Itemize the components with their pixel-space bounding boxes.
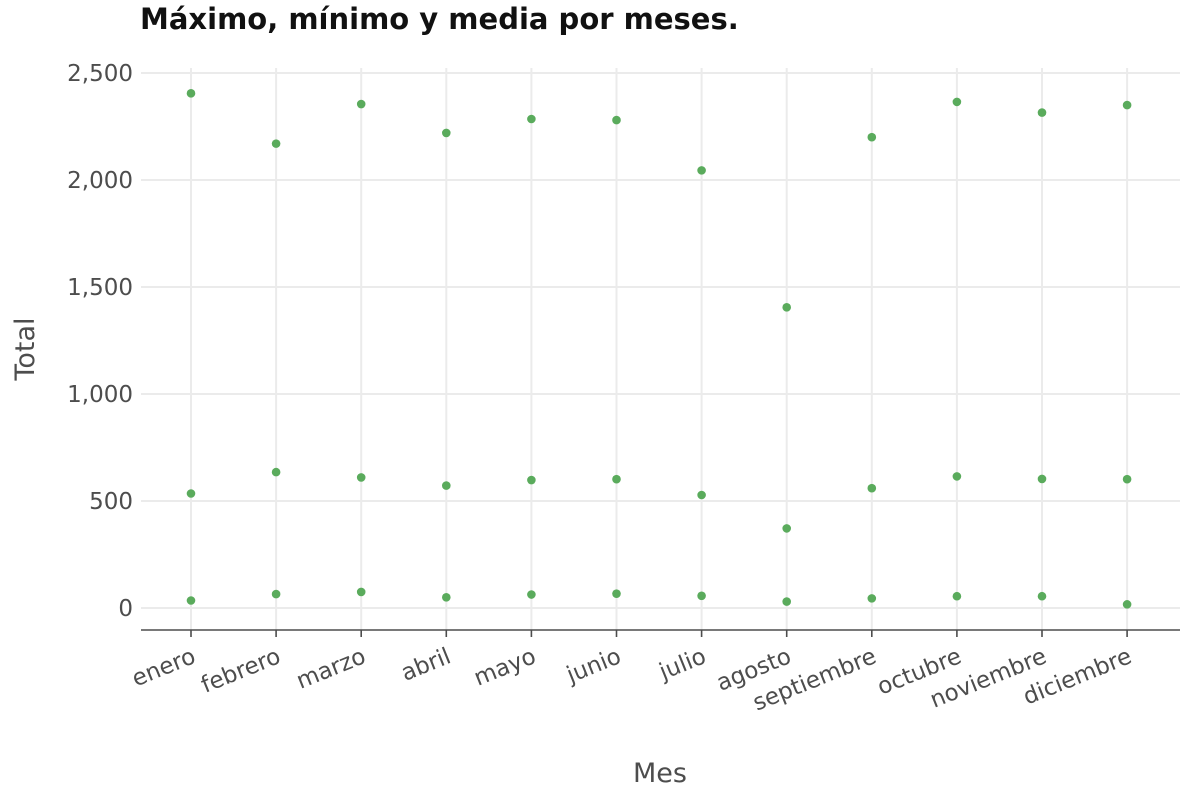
data-point — [782, 524, 791, 533]
x-tick-label: julio — [655, 643, 710, 685]
data-point — [1037, 474, 1047, 484]
data-point — [867, 483, 877, 493]
data-point — [782, 303, 791, 312]
x-tick-label: febrero — [198, 643, 285, 698]
data-point — [1122, 600, 1132, 609]
data-point — [356, 99, 366, 109]
data-points — [186, 89, 1132, 609]
grid-lines — [141, 68, 1180, 630]
data-point — [952, 97, 962, 107]
data-point — [1037, 591, 1047, 601]
data-point — [952, 591, 962, 601]
data-point — [527, 475, 536, 485]
data-point — [356, 587, 366, 597]
data-point — [356, 473, 366, 482]
data-point — [867, 132, 877, 142]
data-point — [697, 166, 706, 175]
data-point — [186, 596, 196, 605]
data-point — [697, 591, 706, 601]
y-tick-label: 1,500 — [67, 275, 133, 301]
y-tick-label: 2,000 — [67, 168, 133, 194]
y-tick-label: 2,500 — [67, 61, 133, 87]
x-tick-label: enero — [128, 643, 199, 692]
chart-title: Máximo, mínimo y media por meses. — [140, 2, 739, 36]
x-tick-label: abril — [398, 643, 455, 686]
data-point — [442, 481, 451, 490]
data-point — [442, 128, 451, 138]
x-axis-label: Mes — [633, 758, 687, 789]
data-point — [612, 115, 621, 125]
data-point — [1037, 108, 1047, 117]
data-point — [271, 467, 281, 477]
data-point — [186, 489, 196, 498]
data-point — [271, 589, 281, 599]
data-point — [697, 490, 706, 500]
x-tick-label: mayo — [470, 643, 539, 691]
y-tick-label: 1,000 — [67, 382, 133, 408]
y-tick-label: 500 — [89, 489, 133, 515]
y-tick-label: 0 — [118, 596, 133, 622]
data-point — [442, 593, 451, 602]
data-point — [1122, 474, 1132, 484]
x-tick-label: junio — [562, 643, 625, 688]
data-point — [186, 89, 196, 98]
y-axis-label: Total — [10, 317, 41, 381]
data-point — [527, 590, 536, 599]
data-point — [527, 114, 536, 124]
data-point — [1122, 100, 1132, 110]
data-point — [271, 139, 281, 148]
data-point — [952, 472, 962, 481]
x-tick-label: marzo — [293, 643, 370, 694]
data-point — [867, 594, 877, 603]
data-point — [612, 474, 621, 484]
data-point — [782, 597, 791, 606]
data-point — [612, 589, 621, 598]
